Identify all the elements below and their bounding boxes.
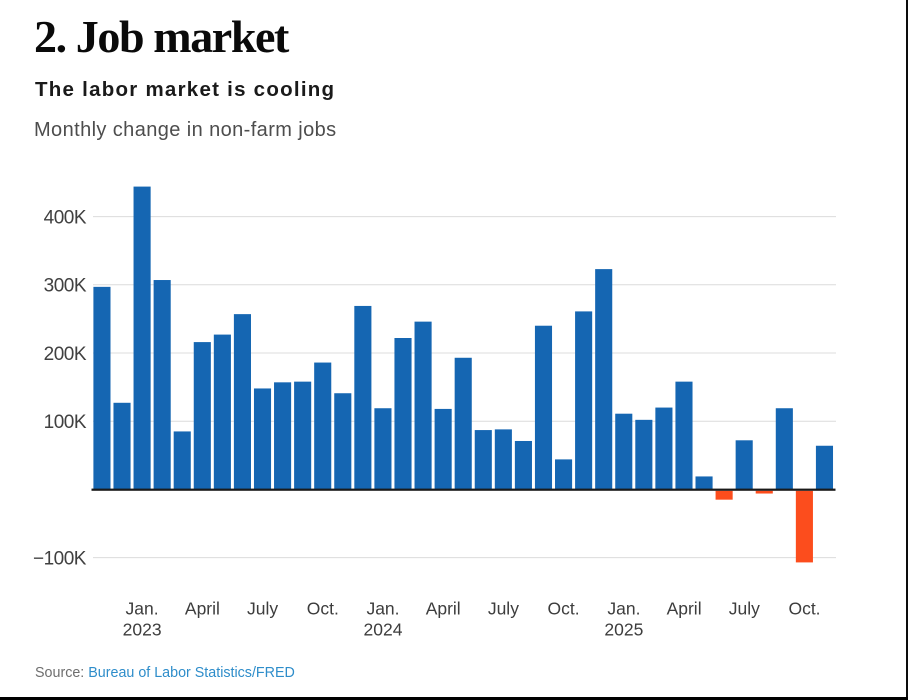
svg-text:400K: 400K <box>44 208 87 229</box>
svg-text:April: April <box>185 599 220 619</box>
svg-text:April: April <box>426 599 461 619</box>
svg-text:July: July <box>247 599 278 619</box>
svg-text:2024: 2024 <box>364 620 403 640</box>
svg-text:200K: 200K <box>44 344 87 365</box>
svg-text:Oct.: Oct. <box>788 599 820 619</box>
svg-text:April: April <box>667 599 702 619</box>
svg-text:July: July <box>488 599 519 619</box>
svg-text:−100K: −100K <box>33 549 87 570</box>
svg-text:July: July <box>729 599 760 619</box>
svg-text:Jan.: Jan. <box>366 599 399 619</box>
svg-text:300K: 300K <box>44 276 87 297</box>
svg-text:2023: 2023 <box>123 620 162 640</box>
svg-text:2025: 2025 <box>604 620 643 640</box>
svg-text:Oct.: Oct. <box>307 599 339 619</box>
svg-text:Oct.: Oct. <box>548 599 580 619</box>
svg-text:100K: 100K <box>44 412 87 433</box>
svg-text:Jan.: Jan. <box>607 599 640 619</box>
svg-text:Jan.: Jan. <box>126 599 159 619</box>
